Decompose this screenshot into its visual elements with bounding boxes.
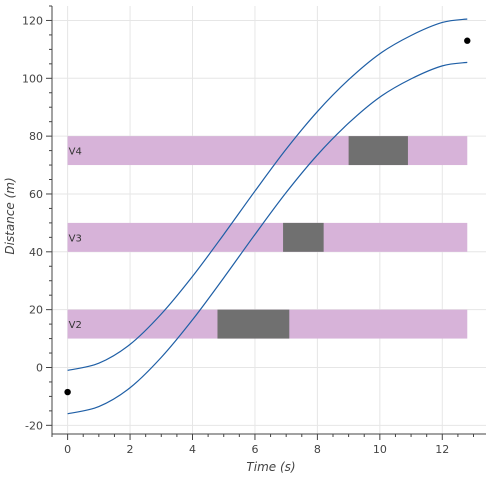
x-tick-label: 12 xyxy=(435,443,449,456)
x-tick-label: 8 xyxy=(314,443,321,456)
band-label-v3: V3 xyxy=(69,233,82,244)
axes: 0 2 4 6 8 10 12 -20 0 20 40 60 80 100 120 xyxy=(22,5,486,456)
x-axis-title: Time (s) xyxy=(246,460,295,474)
series-lines xyxy=(67,18,468,415)
y-tick-label: 20 xyxy=(29,304,43,317)
block-3 xyxy=(348,136,408,166)
x-tick-label: 0 xyxy=(64,443,71,456)
y-tick-label: 60 xyxy=(29,188,43,201)
blocks xyxy=(217,136,408,339)
data-point-2 xyxy=(464,37,471,44)
y-tick-label: 0 xyxy=(36,361,43,374)
y-tick-label: 80 xyxy=(29,130,43,143)
series-line-1 xyxy=(67,18,468,371)
y-tick-label: 40 xyxy=(29,246,43,259)
data-point-1 xyxy=(64,388,71,396)
x-tick-label: 4 xyxy=(189,443,196,456)
band-label-v4: V4 xyxy=(69,147,82,158)
y-tick-label: -20 xyxy=(25,419,43,432)
block-2 xyxy=(283,222,324,252)
band-label-v2: V2 xyxy=(69,320,82,331)
series-line-2 xyxy=(67,61,468,415)
y-axis-title: Distance (m) xyxy=(3,177,17,254)
block-1 xyxy=(217,309,290,339)
y-tick-label: 120 xyxy=(22,14,43,27)
x-tick-label: 6 xyxy=(251,443,258,456)
x-tick-label: 10 xyxy=(373,443,387,456)
points xyxy=(64,37,471,396)
x-tick-label: 2 xyxy=(127,443,134,456)
y-tick-label: 100 xyxy=(22,72,43,85)
band-labels: V2 V3 V4 xyxy=(69,147,82,332)
band-v3 xyxy=(67,222,468,252)
